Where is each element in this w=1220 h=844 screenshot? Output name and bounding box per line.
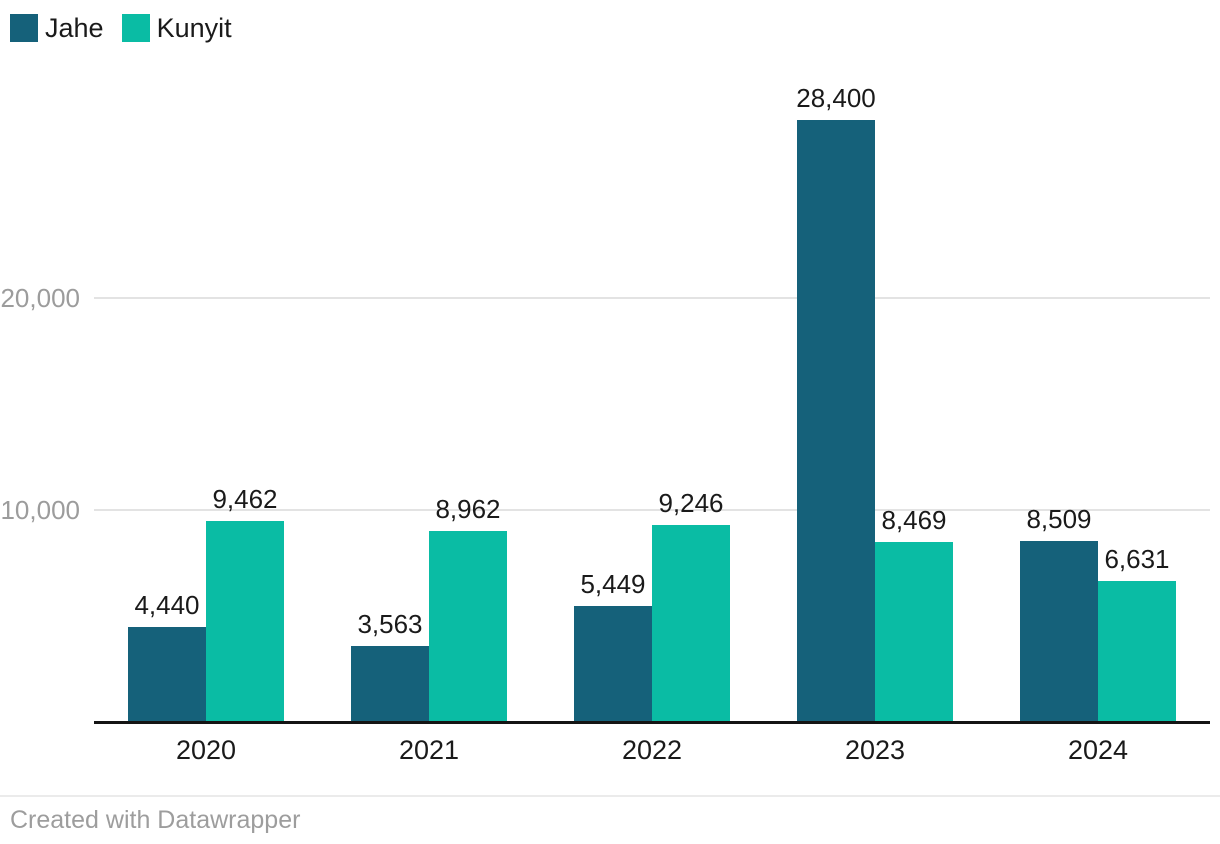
gridline-10000	[94, 508, 1210, 511]
bar-kunyit-2024	[1098, 581, 1176, 721]
x-tick-label-2024: 2024	[1067, 735, 1129, 765]
bar-jahe-2021	[351, 646, 429, 721]
legend-item-kunyit: Kunyit	[121, 13, 232, 43]
value-label-jahe-2023: 28,400	[796, 83, 876, 113]
value-label-kunyit-2022: 9,246	[658, 488, 724, 518]
legend: Jahe Kunyit	[10, 14, 250, 42]
x-tick-label-2022: 2022	[621, 735, 683, 765]
value-label-kunyit-2023: 8,469	[881, 505, 947, 535]
value-label-jahe-2021: 3,563	[357, 609, 423, 639]
value-label-jahe-2022: 5,449	[580, 569, 646, 599]
value-label-jahe-2024: 8,509	[1026, 504, 1092, 534]
value-label-kunyit-2024: 6,631	[1104, 544, 1170, 574]
legend-swatch-jahe	[10, 14, 38, 42]
y-tick-label-10000: 10,000	[0, 494, 80, 525]
legend-swatch-kunyit	[121, 14, 150, 42]
bar-kunyit-2022	[652, 525, 730, 721]
bar-jahe-2023	[797, 120, 875, 721]
bar-kunyit-2020	[206, 521, 284, 721]
y-tick-label-20000: 20,000	[0, 283, 80, 313]
datawrapper-credit[interactable]: Created with Datawrapper	[10, 806, 301, 834]
x-tick-label-2021: 2021	[398, 735, 460, 765]
bar-kunyit-2021	[429, 531, 507, 721]
gridline-20000	[94, 297, 1210, 299]
value-label-jahe-2020: 4,440	[134, 590, 200, 620]
footer-divider	[0, 795, 1220, 797]
legend-item-jahe: Jahe	[10, 14, 104, 42]
legend-label-kunyit: Kunyit	[156, 13, 232, 43]
bar-jahe-2020	[128, 627, 206, 721]
x-tick-label-2023: 2023	[844, 735, 906, 765]
value-label-kunyit-2020: 9,462	[212, 484, 278, 514]
bar-jahe-2022	[574, 606, 652, 721]
value-label-kunyit-2021: 8,962	[435, 494, 501, 524]
bar-kunyit-2023	[875, 542, 953, 721]
bar-jahe-2024	[1020, 541, 1098, 721]
x-tick-label-2020: 2020	[175, 735, 237, 765]
x-axis-line	[94, 721, 1210, 724]
legend-label-jahe: Jahe	[45, 13, 104, 43]
